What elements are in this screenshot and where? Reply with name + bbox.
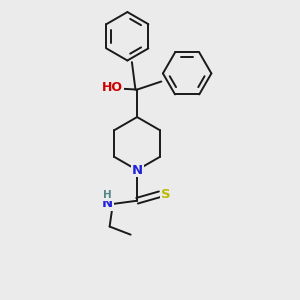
Text: HO: HO xyxy=(102,82,123,94)
Text: N: N xyxy=(131,164,142,176)
Text: H: H xyxy=(103,190,112,200)
Text: N: N xyxy=(102,197,113,211)
Text: S: S xyxy=(161,188,170,201)
